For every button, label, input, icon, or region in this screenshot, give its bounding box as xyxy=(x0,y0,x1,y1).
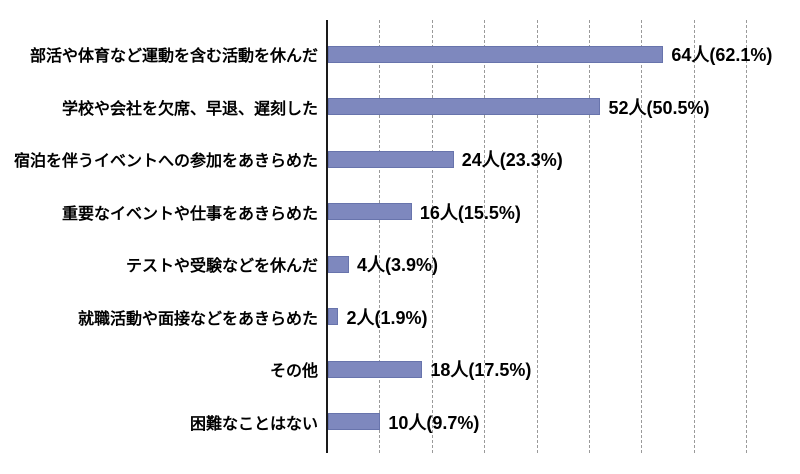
value-label: 10人(9.7%) xyxy=(388,412,480,433)
category-label: 学校や会社を欠席、早退、遅刻した xyxy=(61,100,318,118)
bar xyxy=(328,308,339,325)
y-axis-line xyxy=(326,20,328,453)
bar xyxy=(328,413,381,430)
gridline xyxy=(484,20,486,453)
value-label: 18人(17.5%) xyxy=(430,360,532,380)
chart-row: テストや受験などを休んだ 4人(3.9%) xyxy=(0,238,800,290)
chart-row: その他 18人(17.5%) xyxy=(0,343,800,395)
bar xyxy=(328,255,349,273)
gridline xyxy=(746,20,748,453)
category-label: 困難なことはない xyxy=(189,415,318,433)
value-label: 64人(62.1%) xyxy=(671,45,773,65)
chart-row: 部活や体育など運動を含む活動を休んだ 64人(62.1%) xyxy=(0,28,800,80)
chart-row: 困難なことはない 10人(9.7%) xyxy=(0,396,800,448)
gridline xyxy=(693,20,695,453)
value-label: 24人(23.3%) xyxy=(461,150,563,170)
gridline xyxy=(589,20,590,453)
bar xyxy=(328,98,601,115)
category-label: 部活や体育など運動を含む活動を休んだ xyxy=(29,48,318,65)
value-label: 16人(15.5%) xyxy=(419,202,521,223)
category-label: 重要なイベントや仕事をあきらめた xyxy=(61,205,318,223)
category-label: その他 xyxy=(269,363,318,380)
gridline xyxy=(641,20,643,453)
bar xyxy=(328,360,423,378)
bar xyxy=(328,45,664,63)
value-label: 4人(3.9%) xyxy=(356,255,438,275)
category-label: 宿泊を伴うイベントへの参加をあきらめた xyxy=(13,153,318,170)
gridline xyxy=(431,20,433,453)
value-label: 52人(50.5%) xyxy=(608,97,710,118)
value-label: 2人(1.9%) xyxy=(346,307,428,328)
category-label: テストや受験などを休んだ xyxy=(125,258,318,275)
chart-row: 重要なイベントや仕事をあきらめた 16人(15.5%) xyxy=(0,186,800,238)
gridline xyxy=(536,20,538,453)
bar xyxy=(328,203,412,220)
chart-row: 宿泊を伴うイベントへの参加をあきらめた 24人(23.3%) xyxy=(0,133,800,185)
gridline xyxy=(379,20,381,453)
chart-row: 学校や会社を欠席、早退、遅刻した 52人(50.5%) xyxy=(0,81,800,133)
bar xyxy=(328,150,454,168)
chart-row: 就職活動や面接などをあきらめた 2人(1.9%) xyxy=(0,291,800,343)
category-label: 就職活動や面接などをあきらめた xyxy=(77,310,318,328)
